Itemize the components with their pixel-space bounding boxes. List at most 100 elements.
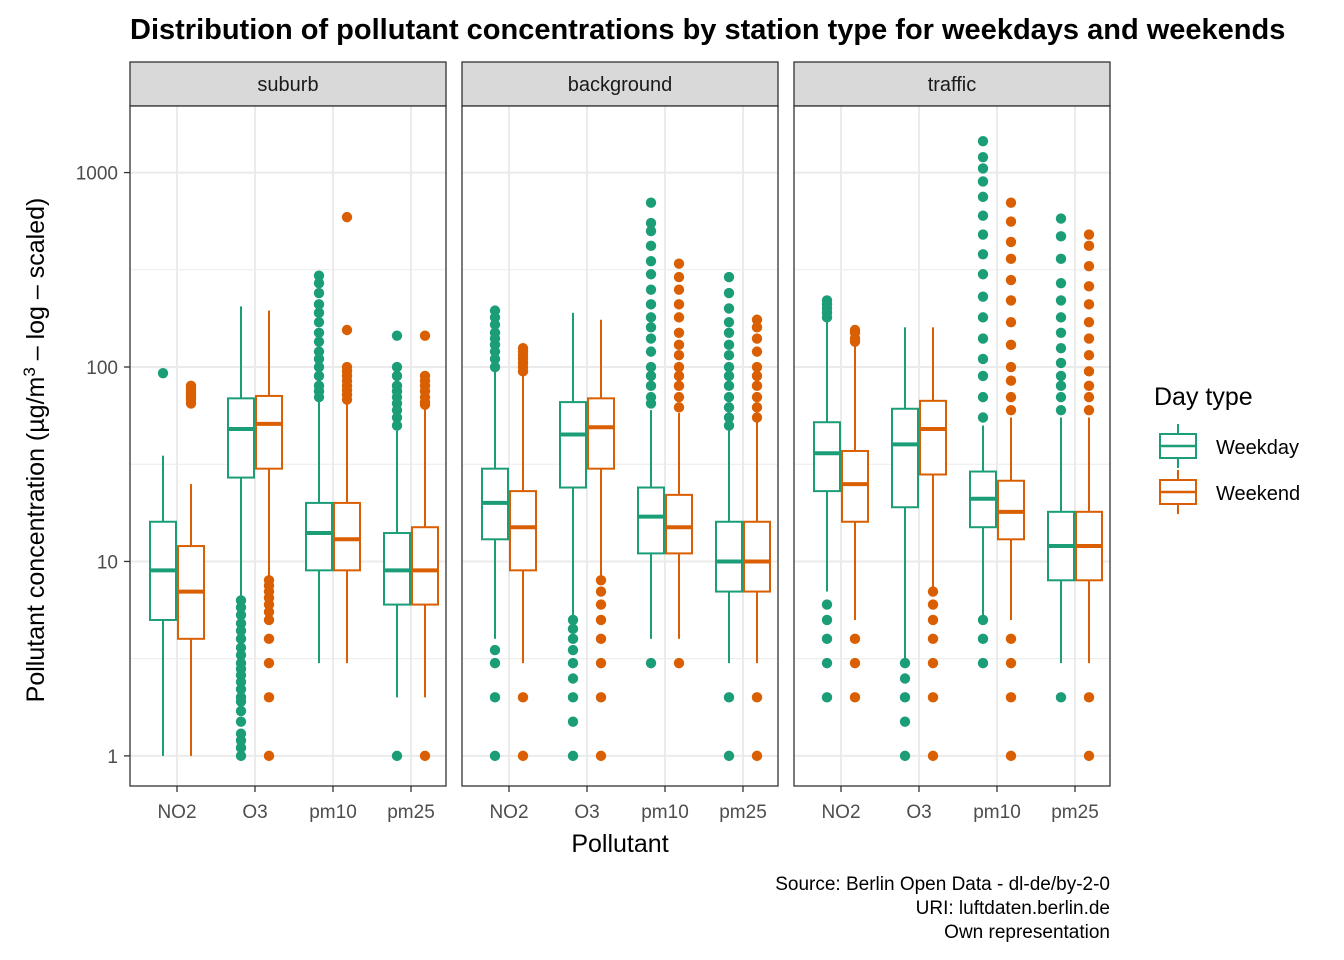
- outlier-point: [645, 240, 657, 252]
- outlier-point: [517, 750, 529, 762]
- outlier-point: [1055, 357, 1067, 369]
- box-pm10-weekday: [305, 270, 333, 664]
- x-tick-label: pm25: [1051, 802, 1099, 823]
- box-NO2-weekend: [509, 342, 537, 762]
- panel-background: [130, 106, 446, 786]
- outlier-point: [751, 402, 763, 413]
- outlier-point: [723, 370, 735, 382]
- x-tick-label: pm10: [309, 802, 357, 823]
- caption-line: Own representation: [944, 922, 1110, 943]
- outlier-point: [977, 633, 989, 645]
- y-axis-title: Pollutant concentration (µg/m3 – log – s…: [20, 198, 51, 703]
- box-iqr: [333, 501, 361, 572]
- legend-label: Weekend: [1216, 483, 1300, 505]
- outlier-point: [1005, 274, 1017, 286]
- outlier-point: [645, 361, 657, 373]
- outlier-point: [1055, 342, 1067, 354]
- outlier-point: [313, 287, 325, 299]
- outlier-point: [567, 644, 579, 656]
- outlier-point: [645, 391, 657, 403]
- outlier-point: [263, 575, 275, 586]
- outlier-point: [673, 299, 685, 310]
- outlier-point: [645, 256, 657, 267]
- outlier-point: [977, 312, 989, 323]
- outlier-point: [341, 361, 353, 373]
- outlier-point: [1005, 375, 1017, 386]
- outlier-point: [849, 657, 861, 669]
- outlier-point: [595, 692, 607, 703]
- outlier-point: [899, 716, 911, 727]
- box-O3-weekend: [587, 319, 615, 762]
- outlier-point: [1005, 404, 1017, 416]
- outlier-point: [489, 305, 501, 316]
- x-tick-label: pm10: [641, 802, 689, 823]
- outlier-point: [673, 361, 685, 373]
- outlier-point: [1005, 236, 1017, 248]
- outlier-point: [1005, 633, 1017, 645]
- outlier-point: [673, 312, 685, 323]
- outlier-point: [849, 692, 861, 703]
- outlier-point: [1055, 404, 1067, 416]
- outlier-point: [1083, 317, 1095, 328]
- outlier-point: [235, 633, 247, 645]
- box-iqr: [305, 501, 333, 572]
- legend-item-weekend: Weekend: [1159, 470, 1300, 514]
- outlier-point: [821, 295, 833, 306]
- outlier-point: [235, 625, 247, 636]
- outlier-point: [723, 287, 735, 299]
- outlier-point: [673, 380, 685, 392]
- outlier-point: [235, 684, 247, 695]
- outlier-point: [263, 614, 275, 626]
- box-iqr: [255, 394, 283, 470]
- outlier-point: [313, 361, 325, 373]
- outlier-point: [313, 346, 325, 357]
- outlier-point: [821, 614, 833, 626]
- outlier-point: [977, 333, 989, 344]
- outlier-point: [673, 370, 685, 382]
- outlier-point: [927, 692, 939, 703]
- outlier-point: [235, 609, 247, 621]
- outlier-point: [899, 750, 911, 762]
- outlier-point: [595, 750, 607, 762]
- outlier-point: [489, 750, 501, 762]
- outlier-point: [1083, 380, 1095, 392]
- outlier-point: [1005, 657, 1017, 669]
- box-pm25-weekend: [1075, 229, 1103, 762]
- x-axis-title: Pollutant: [571, 830, 668, 858]
- outlier-point: [645, 346, 657, 357]
- legend-label: Weekday: [1216, 437, 1299, 459]
- outlier-point: [419, 370, 431, 382]
- outlier-point: [645, 197, 657, 208]
- outlier-point: [419, 330, 431, 341]
- outlier-point: [1055, 231, 1067, 242]
- facet-strip-label: traffic: [928, 74, 977, 96]
- outlier-point: [751, 361, 763, 373]
- outlier-point: [723, 750, 735, 762]
- outlier-point: [567, 623, 579, 635]
- box-iqr: [587, 397, 615, 470]
- outlier-point: [489, 319, 501, 330]
- outlier-point: [751, 333, 763, 344]
- outlier-point: [595, 657, 607, 669]
- outlier-point: [821, 633, 833, 645]
- panel-border: [461, 105, 779, 787]
- box-iqr: [743, 520, 771, 593]
- box-iqr: [841, 449, 869, 523]
- outlier-point: [263, 692, 275, 703]
- outlier-point: [567, 750, 579, 762]
- outlier-point: [567, 716, 579, 727]
- outlier-point: [899, 692, 911, 703]
- outlier-point: [1005, 197, 1017, 208]
- outlier-point: [751, 370, 763, 382]
- facet-strip-label: suburb: [257, 74, 318, 96]
- outlier-point: [235, 750, 247, 762]
- outlier-point: [157, 367, 169, 379]
- outlier-point: [821, 599, 833, 610]
- facet-strip-label: background: [568, 74, 673, 96]
- outlier-point: [645, 284, 657, 295]
- facet-strip: [793, 61, 1111, 107]
- x-tick-label: NO2: [821, 802, 860, 823]
- outlier-point: [235, 657, 247, 669]
- outlier-point: [567, 614, 579, 626]
